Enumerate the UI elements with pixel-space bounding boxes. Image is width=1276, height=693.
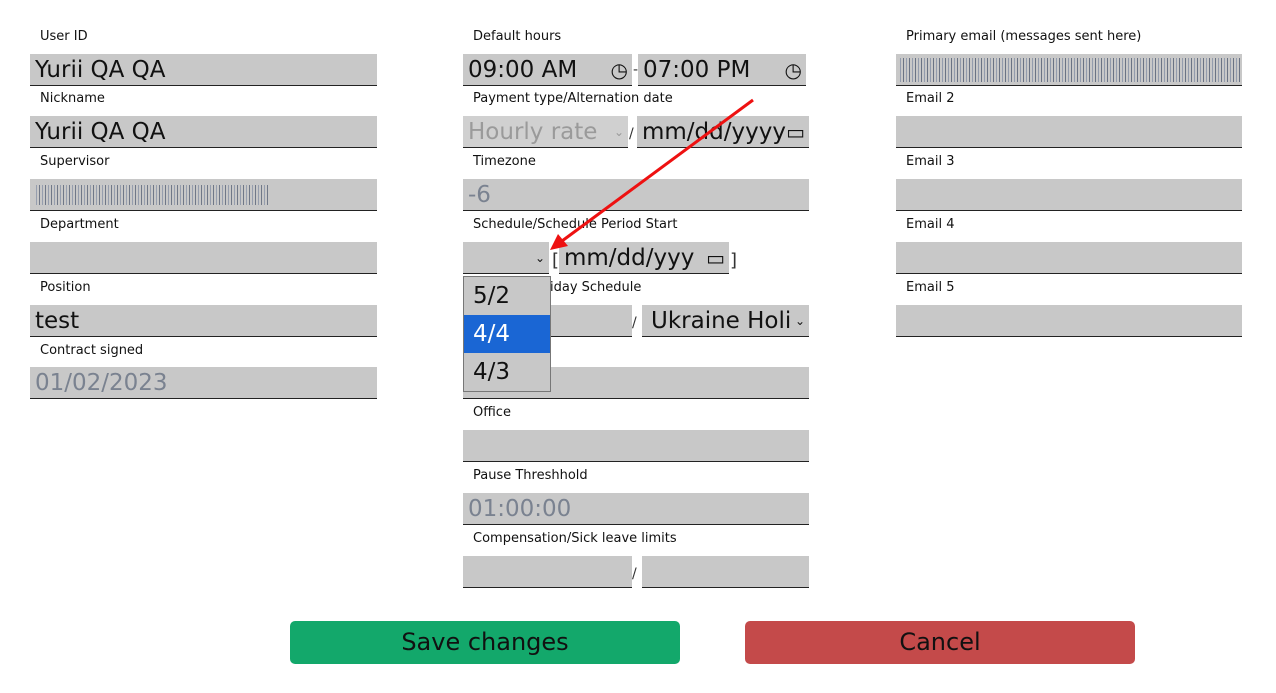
schedule-dropdown[interactable]: 5/2 4/4 4/3 [463,276,551,392]
hours-end-value: 07:00 PM [643,57,751,83]
office-label: Office [473,405,511,420]
email5-input[interactable] [896,305,1242,337]
payment-separator: / [629,126,634,142]
timezone-input[interactable]: -6 [463,179,809,211]
payment-type-select[interactable]: Hourly rate ⌄ [463,116,628,148]
clock-icon[interactable]: ◷ [610,58,628,82]
bracket-close: ] [730,250,738,271]
hours-start-value: 09:00 AM [468,57,578,83]
cancel-button[interactable]: Cancel [745,621,1135,664]
email5-label: Email 5 [906,280,955,295]
schedule-label: Schedule/Schedule Period Start [473,217,678,232]
department-input[interactable] [30,242,377,274]
sick-leave-input[interactable] [642,556,809,588]
nickname-input[interactable]: Yurii QA QA [30,116,377,148]
email2-input[interactable] [896,116,1242,148]
schedule-option[interactable]: 4/3 [473,359,511,385]
primary-email-label: Primary email (messages sent here) [906,29,1142,44]
payment-label: Payment type/Alternation date [473,91,673,106]
schedule-option[interactable]: 5/2 [473,283,511,309]
alternation-date-value: mm/dd/yyyy [642,119,786,145]
pause-label: Pause Threshhold [473,468,588,483]
office-input[interactable] [463,430,809,462]
hours-end-input[interactable]: 07:00 PM ◷ [638,54,806,86]
supervisor-input[interactable] [30,179,377,211]
user-id-label: User ID [40,29,88,44]
compensation-input[interactable] [463,556,632,588]
contract-input[interactable]: 01/02/2023 [30,367,377,399]
department-label: Department [40,217,119,232]
primary-email-input[interactable] [896,54,1242,86]
schedule-option-highlighted[interactable]: 4/4 [464,315,550,353]
schedule-start-date-input[interactable]: mm/dd/yyy ▭ [559,242,729,274]
calendar-icon[interactable]: ▭ [786,116,805,147]
save-button[interactable]: Save changes [290,621,680,664]
user-id-input[interactable]: Yurii QA QA [30,54,377,86]
supervisor-label: Supervisor [40,154,110,169]
comp-separator: / [632,566,637,582]
email2-label: Email 2 [906,91,955,106]
clock-icon[interactable]: ◷ [784,58,802,82]
chevron-down-icon: ⌄ [794,305,805,336]
email4-input[interactable] [896,242,1242,274]
comp-label: Compensation/Sick leave limits [473,531,677,546]
email3-input[interactable] [896,179,1242,211]
holiday-value: Ukraine Holi [651,308,792,334]
bracket-open: [ [552,250,560,271]
position-label: Position [40,280,91,295]
email4-label: Email 4 [906,217,955,232]
payment-type-value: Hourly rate [468,119,598,145]
holiday-separator: / [632,315,637,331]
nickname-label: Nickname [40,91,105,106]
contract-label: Contract signed [40,343,144,358]
chevron-down-icon: ⌄ [613,125,624,139]
hours-separator: - [633,62,639,78]
hours-start-input[interactable]: 09:00 AM ◷ [463,54,632,86]
calendar-icon[interactable]: ▭ [706,242,725,273]
hours-label: Default hours [473,29,562,44]
email3-label: Email 3 [906,154,955,169]
alternation-date-input[interactable]: mm/dd/yyyy ▭ [637,116,809,148]
schedule-date-value: mm/dd/yyy [564,245,695,271]
chevron-down-icon: ⌄ [534,251,545,265]
pause-input[interactable]: 01:00:00 [463,493,809,525]
holiday-label: iday Schedule [550,280,642,295]
position-input[interactable]: test [30,305,377,337]
holiday-schedule-select[interactable]: Ukraine Holi ⌄ [642,305,809,337]
timezone-label: Timezone [473,154,536,169]
schedule-select[interactable]: ⌄ [463,242,549,274]
